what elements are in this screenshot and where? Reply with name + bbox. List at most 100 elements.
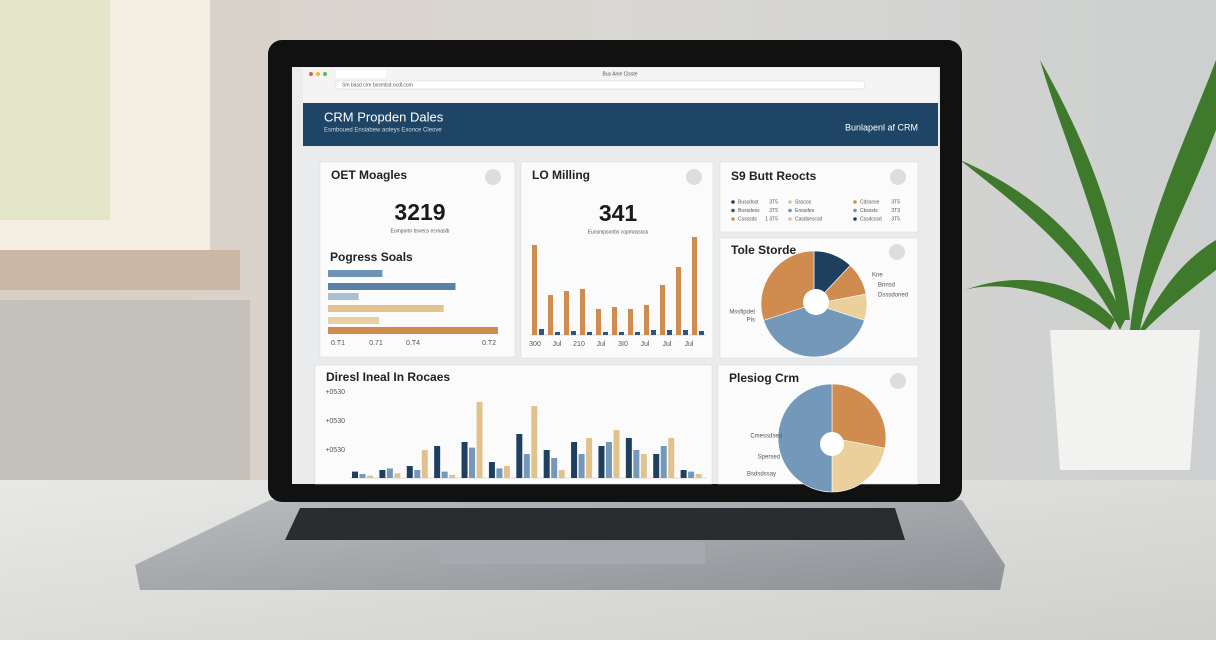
card: [319, 161, 516, 358]
radiator: [0, 300, 250, 490]
y-tick-label: +0530: [325, 418, 345, 425]
pie-label: Bnnsd: [878, 283, 895, 289]
legend-dot: [788, 200, 792, 204]
legend-dot: [731, 217, 735, 221]
pie-slice: [763, 303, 865, 358]
menu-button[interactable]: [686, 169, 702, 185]
legend-value: 3T5: [891, 216, 900, 222]
progress-bar: [328, 293, 359, 300]
window-view: [0, 0, 110, 220]
y-tick-label: +0530: [325, 447, 345, 454]
bar: [667, 330, 672, 335]
legend-label: Bossdess: [738, 208, 760, 214]
legend-value: 1 3T5: [765, 216, 778, 222]
axis-label: 0.71: [369, 340, 383, 347]
menu-button[interactable]: [485, 169, 501, 185]
sill: [0, 250, 240, 290]
bar: [598, 446, 605, 478]
legend-label: Cdssnse: [860, 199, 880, 205]
bar: [469, 447, 476, 478]
bar: [352, 471, 358, 478]
card-title: Plesiog Crm: [729, 371, 799, 385]
bar: [394, 473, 401, 478]
menu-button[interactable]: [890, 373, 906, 389]
y-tick-label: +0530: [325, 389, 345, 396]
legend-dot: [788, 217, 792, 221]
legend-label: Ssscos: [795, 199, 812, 205]
card-title: Pogress Soals: [330, 250, 413, 264]
tab-title: Bus Anle Clsste: [602, 71, 637, 77]
bar: [539, 329, 544, 335]
pie-label: Mssfipdet: [729, 310, 755, 316]
tab[interactable]: [336, 70, 386, 78]
card-buttons: [485, 169, 906, 389]
dot: [316, 72, 320, 76]
axis-label: Jul: [663, 341, 672, 348]
legend-value: 3T5: [891, 199, 900, 205]
bar: [635, 332, 640, 335]
bar: [587, 332, 592, 335]
bar: [625, 438, 632, 478]
pie-hole: [803, 289, 829, 315]
bar: [548, 295, 553, 335]
legend-value: 3T5: [769, 208, 778, 214]
bar: [367, 475, 373, 478]
axis-label: Jul: [597, 341, 606, 348]
bar: [449, 474, 456, 478]
bar: [531, 406, 538, 478]
plant-pot: [1050, 330, 1200, 470]
url-box[interactable]: [334, 80, 866, 90]
bar: [543, 450, 550, 478]
legend-dot: [853, 200, 857, 204]
bar: [633, 450, 640, 478]
card-title: OET Moagles: [331, 168, 407, 182]
bar: [406, 466, 413, 478]
progress-bar: [328, 270, 383, 277]
bar: [551, 458, 558, 478]
card: [719, 161, 919, 233]
bar: [555, 332, 560, 335]
menu-button[interactable]: [889, 244, 905, 260]
header-title: CRM Propden Dales: [324, 109, 444, 124]
header-subtitle: Esmboued Ensiabew aoteys Exonce Cleove: [324, 128, 442, 134]
bar: [359, 474, 366, 478]
pie-hole: [820, 432, 844, 456]
legend-label: Casdsescsd: [795, 216, 822, 222]
pie-slice: [831, 383, 887, 449]
url: Sm basd crm bosmlsd.ocdl.com: [342, 82, 413, 88]
legend-label: Cssssds: [738, 216, 757, 222]
bar: [619, 332, 624, 335]
bar: [613, 430, 620, 478]
keyboard: [285, 508, 905, 540]
pie-label: Kne: [872, 273, 883, 279]
bar: [580, 289, 585, 335]
progress-bar: [328, 317, 379, 324]
axis-label: 3I0: [618, 341, 628, 348]
legend-label: Enssdes: [795, 208, 815, 214]
bar: [571, 331, 576, 335]
bar: [414, 470, 421, 478]
axis-label: 0.T2: [482, 340, 496, 347]
axis-label: 0.T4: [406, 340, 420, 347]
bar: [680, 470, 687, 478]
kpi-caption: Eumportn bsvecs ecrnaslb: [391, 228, 450, 234]
axis-label: 210: [573, 341, 585, 348]
legend-dot: [853, 208, 857, 213]
menu-button[interactable]: [890, 169, 906, 185]
bar: [683, 330, 688, 335]
axis-label: 0.T1: [331, 340, 345, 347]
bar: [651, 330, 656, 335]
bar: [660, 446, 667, 478]
legend-dot: [731, 200, 735, 204]
bar: [461, 442, 468, 478]
pie-label: Dsssdoned: [878, 293, 908, 299]
bar: [379, 470, 386, 478]
bar: [668, 438, 675, 478]
dot: [309, 72, 313, 76]
bar: [523, 454, 530, 478]
plant: [960, 60, 1216, 330]
progress-bar: [328, 305, 444, 312]
bar: [586, 438, 593, 478]
bar: [578, 454, 585, 478]
